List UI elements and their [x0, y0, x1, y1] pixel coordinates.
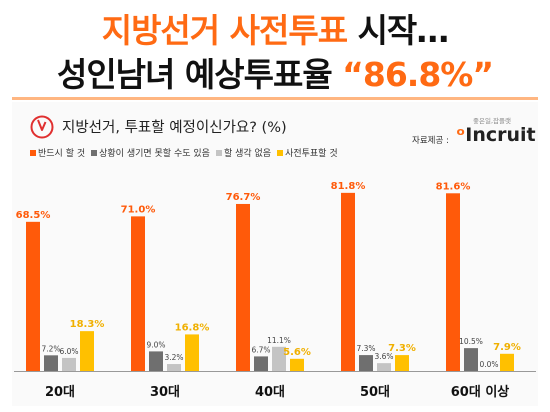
legend-swatch: [277, 149, 284, 156]
data-label: 81.6%: [436, 181, 471, 192]
legend-swatch: [30, 149, 36, 156]
legend-label: 상황이 생기면 못할 수도 있음: [99, 149, 210, 159]
legend-swatch: [215, 149, 222, 156]
data-label: 81.8%: [331, 181, 366, 192]
data-label: 7.2%: [41, 344, 60, 353]
headline-percentage: “86.8%”: [342, 55, 494, 94]
chart-legend: 반드시 할 것 상황이 생기면 못할 수도 있음 할 생각 없음 사전투표할 것: [30, 146, 338, 159]
bar: [290, 358, 304, 371]
data-label: 16.8%: [175, 322, 210, 333]
x-tick-label: 60대 이상: [451, 384, 510, 400]
bar: [26, 221, 40, 371]
bar: [254, 356, 268, 371]
data-label: 9.0%: [146, 340, 165, 349]
source-label: 자료제공 :: [412, 136, 449, 146]
legend-label: 사전투표할 것: [285, 149, 338, 159]
bar: [359, 355, 373, 371]
logo-mark: ᵒ: [456, 124, 466, 146]
headline-line-1: 지방선거 사전투표 시작…: [0, 4, 550, 52]
data-label: 3.2%: [164, 353, 183, 362]
chart-title: 지방선거, 투표할 예정이신가요? (%): [62, 120, 287, 136]
legend-label: 반드시 할 것: [38, 149, 86, 159]
bar: [167, 364, 181, 371]
data-label: 76.7%: [226, 192, 261, 203]
data-label: 10.5%: [459, 337, 483, 346]
headline-highlight: 지방선거 사전투표: [101, 11, 348, 50]
data-label: 6.0%: [59, 347, 78, 356]
legend-swatch: [91, 149, 98, 156]
legend-entry: 반드시 할 것: [30, 146, 85, 159]
data-label: 5.6%: [283, 347, 311, 358]
bar: [500, 353, 514, 371]
headline-text: 성인남녀 예상투표율: [56, 55, 343, 94]
bar: [62, 357, 76, 371]
bar: [236, 203, 250, 371]
data-label: 7.3%: [388, 343, 416, 354]
data-label: 18.3%: [70, 319, 105, 330]
data-label: 71.0%: [121, 204, 156, 215]
bar: [272, 346, 286, 371]
bar: [464, 348, 478, 371]
headline-line-2: 성인남녀 예상투표율 “86.8%”: [0, 48, 550, 96]
bar: [185, 334, 199, 371]
x-tick-label: 20대: [45, 385, 75, 400]
bar: [44, 355, 58, 371]
logo-text: Incruit: [465, 124, 536, 146]
ballot-checkmark-icon: [30, 115, 54, 139]
header-divider: [12, 97, 538, 100]
bar: [395, 355, 409, 371]
x-tick-label: 30대: [150, 385, 180, 400]
headline-text: 시작…: [347, 11, 450, 50]
bar: [149, 351, 163, 371]
data-label: 6.7%: [251, 345, 270, 354]
legend-entry: 할 생각 없음: [215, 146, 272, 159]
data-label: 7.3%: [356, 344, 375, 353]
bar: [446, 193, 460, 371]
data-label: 3.6%: [374, 352, 393, 361]
data-label: 0.0%: [479, 360, 498, 369]
bar: [131, 216, 145, 371]
bar: [80, 331, 94, 371]
x-tick-label: 40대: [255, 385, 285, 400]
logo-tagline: 좋은일,잡플랫: [473, 117, 511, 125]
incruit-logo: ᵒIncruit: [456, 124, 536, 146]
data-label: 7.9%: [493, 342, 521, 353]
data-label: 68.5%: [16, 210, 51, 221]
legend-label: 할 생각 없음: [223, 149, 272, 159]
legend-entry: 사전투표할 것: [277, 146, 338, 159]
x-tick-label: 50대: [360, 385, 390, 400]
bar: [341, 192, 355, 371]
bar: [377, 363, 391, 371]
legend-entry: 상황이 생기면 못할 수도 있음: [91, 146, 210, 159]
data-label: 11.1%: [267, 336, 291, 345]
